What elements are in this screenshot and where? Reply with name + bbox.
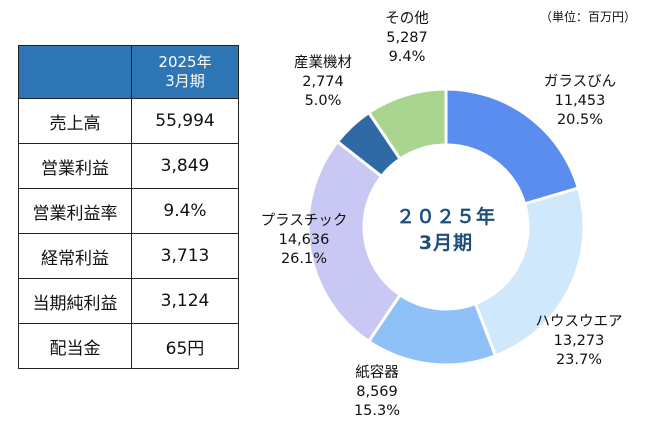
table-row: 売上高 55,994 xyxy=(18,98,239,144)
unit-label: （単位：百万円） xyxy=(540,10,637,24)
table-row-value: 9.4% xyxy=(131,188,239,234)
slice-percent-label: 9.4% xyxy=(389,49,426,65)
slice-value-label: 14,636 xyxy=(279,232,330,248)
slice-name-label: ガラスびん xyxy=(544,73,616,90)
table-row: 営業利益 3,849 xyxy=(18,143,239,189)
table-row-value: 3,124 xyxy=(131,278,239,324)
donut-slice xyxy=(306,139,403,344)
slice-percent-label: 5.0% xyxy=(305,93,342,109)
table-row-label: 当期純利益 xyxy=(18,278,132,324)
table-header-period-line: 2025年 xyxy=(158,53,212,71)
slice-percent-label: 26.1% xyxy=(281,251,327,267)
slice-name-label: ハウスウエア xyxy=(536,313,623,330)
slice-name-label: 紙容器 xyxy=(355,364,399,381)
table-header-period-line: 3月期 xyxy=(165,72,205,90)
slice-value-label: 8,569 xyxy=(356,384,398,400)
table-row-label: 営業利益 xyxy=(18,143,132,189)
table-row-label: 経常利益 xyxy=(18,233,132,279)
table-header-blank xyxy=(18,45,132,99)
slice-value-label: 2,774 xyxy=(302,74,344,90)
slice-name-label: 産業機材 xyxy=(294,54,352,71)
financial-summary-table: 2025年 3月期 売上高 55,994 営業利益 3,849 営業利益率 9.4% 経常利益… xyxy=(18,45,239,369)
donut-slice xyxy=(444,87,581,206)
slice-name-label: その他 xyxy=(385,10,429,27)
slice-percent-label: 20.5% xyxy=(557,112,603,128)
table-row: 配当金 65円 xyxy=(18,323,239,369)
slice-percent-label: 23.7% xyxy=(556,352,602,368)
slice-value-label: 5,287 xyxy=(386,30,428,46)
table-row-value: 3,849 xyxy=(131,143,239,189)
table-header-period: 2025年 3月期 xyxy=(131,45,239,99)
table-row-value: 3,713 xyxy=(131,233,239,279)
slice-name-label: プラスチック xyxy=(261,212,348,229)
table-row-label: 配当金 xyxy=(18,323,132,369)
donut-center-label: 3月期 xyxy=(419,232,473,254)
donut-center-label: ２０２５年 xyxy=(396,205,496,228)
slice-value-label: 11,453 xyxy=(555,93,606,109)
donut-slice xyxy=(366,87,448,162)
table-row-value: 55,994 xyxy=(131,98,239,144)
table-row-value: 65円 xyxy=(131,323,239,369)
slice-value-label: 13,273 xyxy=(554,333,605,349)
table-header-row: 2025年 3月期 xyxy=(18,45,239,99)
table-row: 経常利益 3,713 xyxy=(18,233,239,279)
table-row: 当期純利益 3,124 xyxy=(18,278,239,324)
table-row: 営業利益率 9.4% xyxy=(18,188,239,234)
slice-percent-label: 15.3% xyxy=(354,403,400,419)
